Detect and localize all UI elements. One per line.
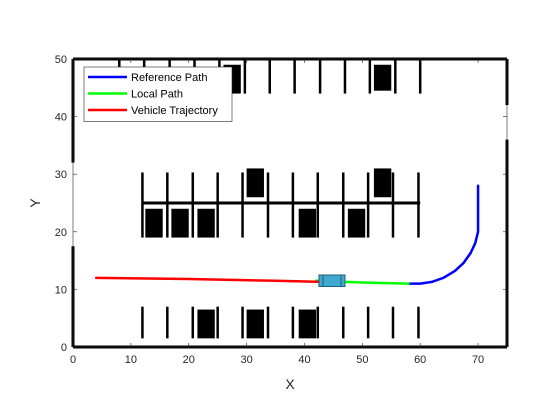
y-axis-label: Y <box>27 198 43 208</box>
legend: Reference Path Local Path Vehicle Trajecto… <box>83 66 233 122</box>
x-axis-label: X <box>285 376 295 392</box>
x-tick-label: 40 <box>298 354 310 366</box>
parked-car <box>347 208 366 238</box>
y-tick-label: 40 <box>55 112 67 124</box>
parked-car <box>246 309 264 339</box>
ego-vehicle <box>318 274 346 288</box>
parked-car <box>197 309 215 339</box>
series-layer <box>94 184 480 288</box>
legend-label: Local Path <box>131 89 183 101</box>
y-tick-label: 20 <box>55 227 67 239</box>
parked-car <box>171 208 189 238</box>
parked-car <box>298 208 317 238</box>
parked-car <box>197 208 215 238</box>
legend-label: Reference Path <box>131 72 207 84</box>
x-tick-label: 0 <box>70 354 76 366</box>
parked-car <box>298 309 317 339</box>
y-tick-label: 50 <box>55 54 67 66</box>
axes-layer: 0 10 20 30 40 50 60 70 0 10 20 30 40 50 <box>55 54 508 366</box>
y-tick-label: 0 <box>61 342 67 354</box>
x-tick-label: 50 <box>356 354 368 366</box>
parked-car <box>373 64 392 91</box>
y-tick-label: 10 <box>55 284 67 296</box>
series-line-vehicle-trajectory <box>94 276 324 284</box>
x-tick-label: 30 <box>240 354 252 366</box>
y-tick-label: 30 <box>55 169 67 181</box>
legend-label: Vehicle Trajectory <box>131 105 218 117</box>
parked-car <box>246 168 264 198</box>
x-tick-label: 70 <box>472 354 484 366</box>
x-tick-label: 60 <box>414 354 426 366</box>
series-line-reference-path <box>407 184 480 285</box>
x-tick-label: 20 <box>183 354 195 366</box>
parked-car <box>373 168 392 198</box>
x-tick-label: 10 <box>125 354 137 366</box>
parked-car <box>145 208 163 238</box>
plot-frame <box>72 58 508 348</box>
